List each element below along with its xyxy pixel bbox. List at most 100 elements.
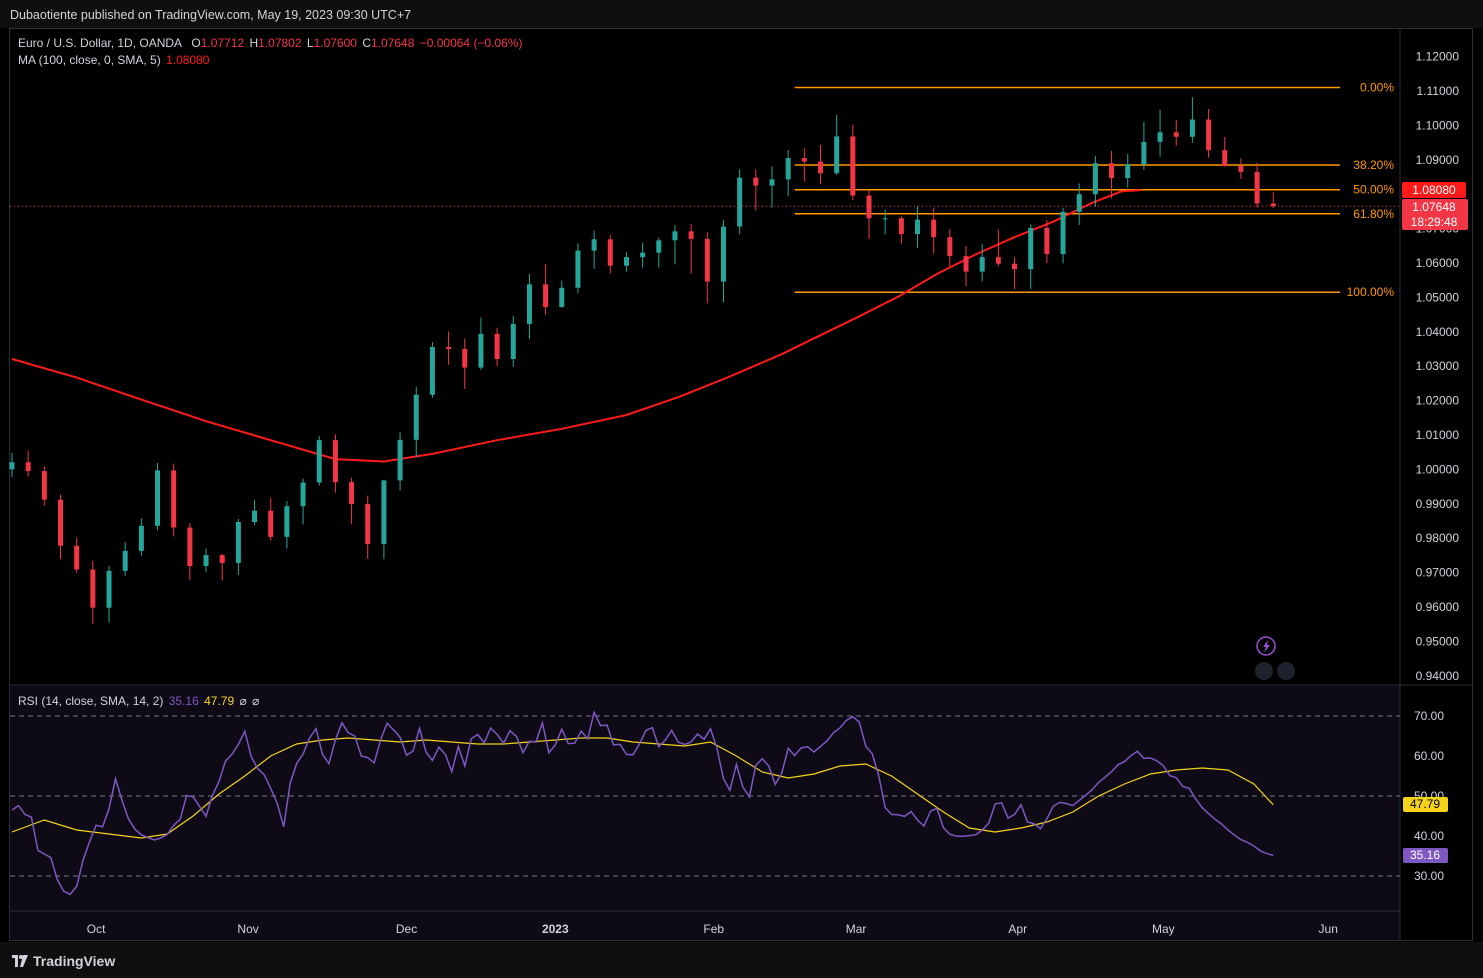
candle — [882, 209, 888, 235]
candle-body — [203, 555, 209, 567]
candle — [1141, 121, 1147, 170]
candle-body — [462, 349, 468, 368]
candle — [688, 223, 694, 274]
rsi-legend[interactable]: RSI (14, close, SMA, 14, 2) 35.16 47.79 … — [18, 694, 261, 708]
navigation-dot-left[interactable] — [1255, 662, 1273, 680]
rsi-tick-label: 40.00 — [1414, 829, 1444, 843]
ma-legend[interactable]: MA (100, close, 0, SMA, 5) 1.08080 — [18, 53, 211, 67]
candle — [203, 548, 209, 573]
rsi-sma-line — [11, 737, 1274, 839]
candle-body — [510, 323, 516, 359]
candle — [1109, 150, 1115, 199]
alert-lightning-button[interactable] — [1256, 636, 1276, 656]
tradingview-logo[interactable]: TradingView — [12, 953, 115, 969]
candle-body — [720, 226, 726, 282]
candle-body — [1189, 119, 1195, 137]
candle-body — [187, 527, 193, 567]
rsi-legend-na-1: ⌀ — [239, 694, 247, 708]
candle-body — [74, 545, 80, 570]
price-axis-ticks[interactable]: 1.120001.110001.100001.090001.080001.070… — [1416, 50, 1460, 683]
last-price-badge-text: 1.07648 — [1412, 200, 1456, 214]
candle-body — [834, 136, 840, 174]
candle — [446, 331, 452, 365]
candle — [171, 463, 177, 537]
candle — [58, 494, 64, 559]
candle-body — [1125, 164, 1131, 179]
candle — [25, 450, 31, 477]
candle — [349, 477, 355, 525]
candle — [1270, 192, 1276, 208]
time-axis-label: Oct — [87, 922, 106, 936]
candle — [1189, 97, 1195, 143]
ma-legend-label[interactable]: MA (100, close, 0, SMA, 5) — [18, 53, 161, 67]
candle — [155, 462, 161, 531]
candle — [656, 237, 662, 268]
published-by-text: Dubaotiente published on TradingView.com… — [10, 8, 412, 22]
candle-body — [818, 161, 823, 174]
rsi-tick-label: 30.00 — [1414, 869, 1444, 883]
candle — [866, 190, 872, 239]
price-tick-label: 1.05000 — [1416, 290, 1460, 304]
candle — [365, 495, 371, 559]
time-axis-labels[interactable]: Oct Nov Dec 2023 Feb Mar Apr May Jun — [87, 922, 1338, 936]
rsi-tick-label: 70.00 — [1414, 709, 1444, 723]
candle-body — [704, 238, 710, 282]
candle-body — [785, 158, 791, 180]
low-value: 1.07600 — [313, 36, 357, 50]
candle — [1044, 220, 1050, 263]
symbol-description[interactable]: Euro / U.S. Dollar, 1D, OANDA — [18, 36, 183, 50]
candle — [381, 479, 387, 560]
price-tick-label: 0.99000 — [1416, 497, 1460, 511]
price-tick-label: 0.95000 — [1416, 634, 1460, 648]
candle-body — [947, 237, 953, 257]
candle-body — [235, 522, 241, 563]
candle — [947, 228, 953, 267]
close-label: C — [362, 36, 371, 50]
candle — [41, 466, 47, 506]
rsi-legend-label[interactable]: RSI (14, close, SMA, 14, 2) — [18, 694, 164, 708]
candle-body — [268, 510, 274, 537]
candle — [801, 148, 807, 182]
candle — [979, 244, 985, 282]
candle-body — [575, 250, 581, 288]
candle — [898, 216, 904, 244]
candle — [9, 452, 15, 477]
fibonacci-retracement[interactable]: 0.00% 38.20% 50.00% 61.80% 100.00% — [794, 81, 1395, 300]
candle — [1060, 207, 1066, 264]
candle — [672, 225, 678, 265]
fib-level-label: 61.80% — [1353, 207, 1394, 221]
candle — [834, 115, 840, 175]
candle — [850, 124, 856, 201]
candle-body — [915, 219, 921, 235]
candle-body — [559, 287, 565, 308]
candle-body — [672, 231, 678, 241]
candle-body — [494, 333, 500, 359]
price-tick-label: 1.04000 — [1416, 325, 1460, 339]
candle-body — [429, 346, 435, 395]
candle-body — [413, 394, 419, 440]
rsi-pane-background — [10, 686, 1400, 940]
candle — [607, 235, 613, 274]
candle — [720, 220, 726, 303]
time-axis-label: 2023 — [542, 922, 569, 936]
high-label: H — [249, 36, 259, 50]
main-legend[interactable]: Euro / U.S. Dollar, 1D, OANDA O1.07712 H… — [18, 36, 524, 50]
candle — [818, 145, 823, 185]
price-tick-label: 1.03000 — [1416, 359, 1460, 373]
candle — [591, 230, 597, 269]
candle-body — [1157, 132, 1163, 142]
candle-body — [122, 550, 128, 571]
rsi-sma-badge: 47.79 — [1403, 797, 1448, 812]
candle-body — [526, 284, 532, 324]
candle-body — [1060, 211, 1066, 255]
candle-body — [1028, 227, 1034, 270]
ma-legend-value: 1.08080 — [166, 53, 210, 67]
fib-level-label: 50.00% — [1353, 183, 1394, 197]
candle-body — [688, 231, 694, 239]
navigation-dot-right[interactable] — [1277, 662, 1295, 680]
last-price-badge: 1.07648 18:29:48 — [1402, 199, 1468, 230]
candle — [1222, 137, 1228, 167]
candle-body — [866, 195, 872, 219]
candle — [931, 207, 937, 254]
